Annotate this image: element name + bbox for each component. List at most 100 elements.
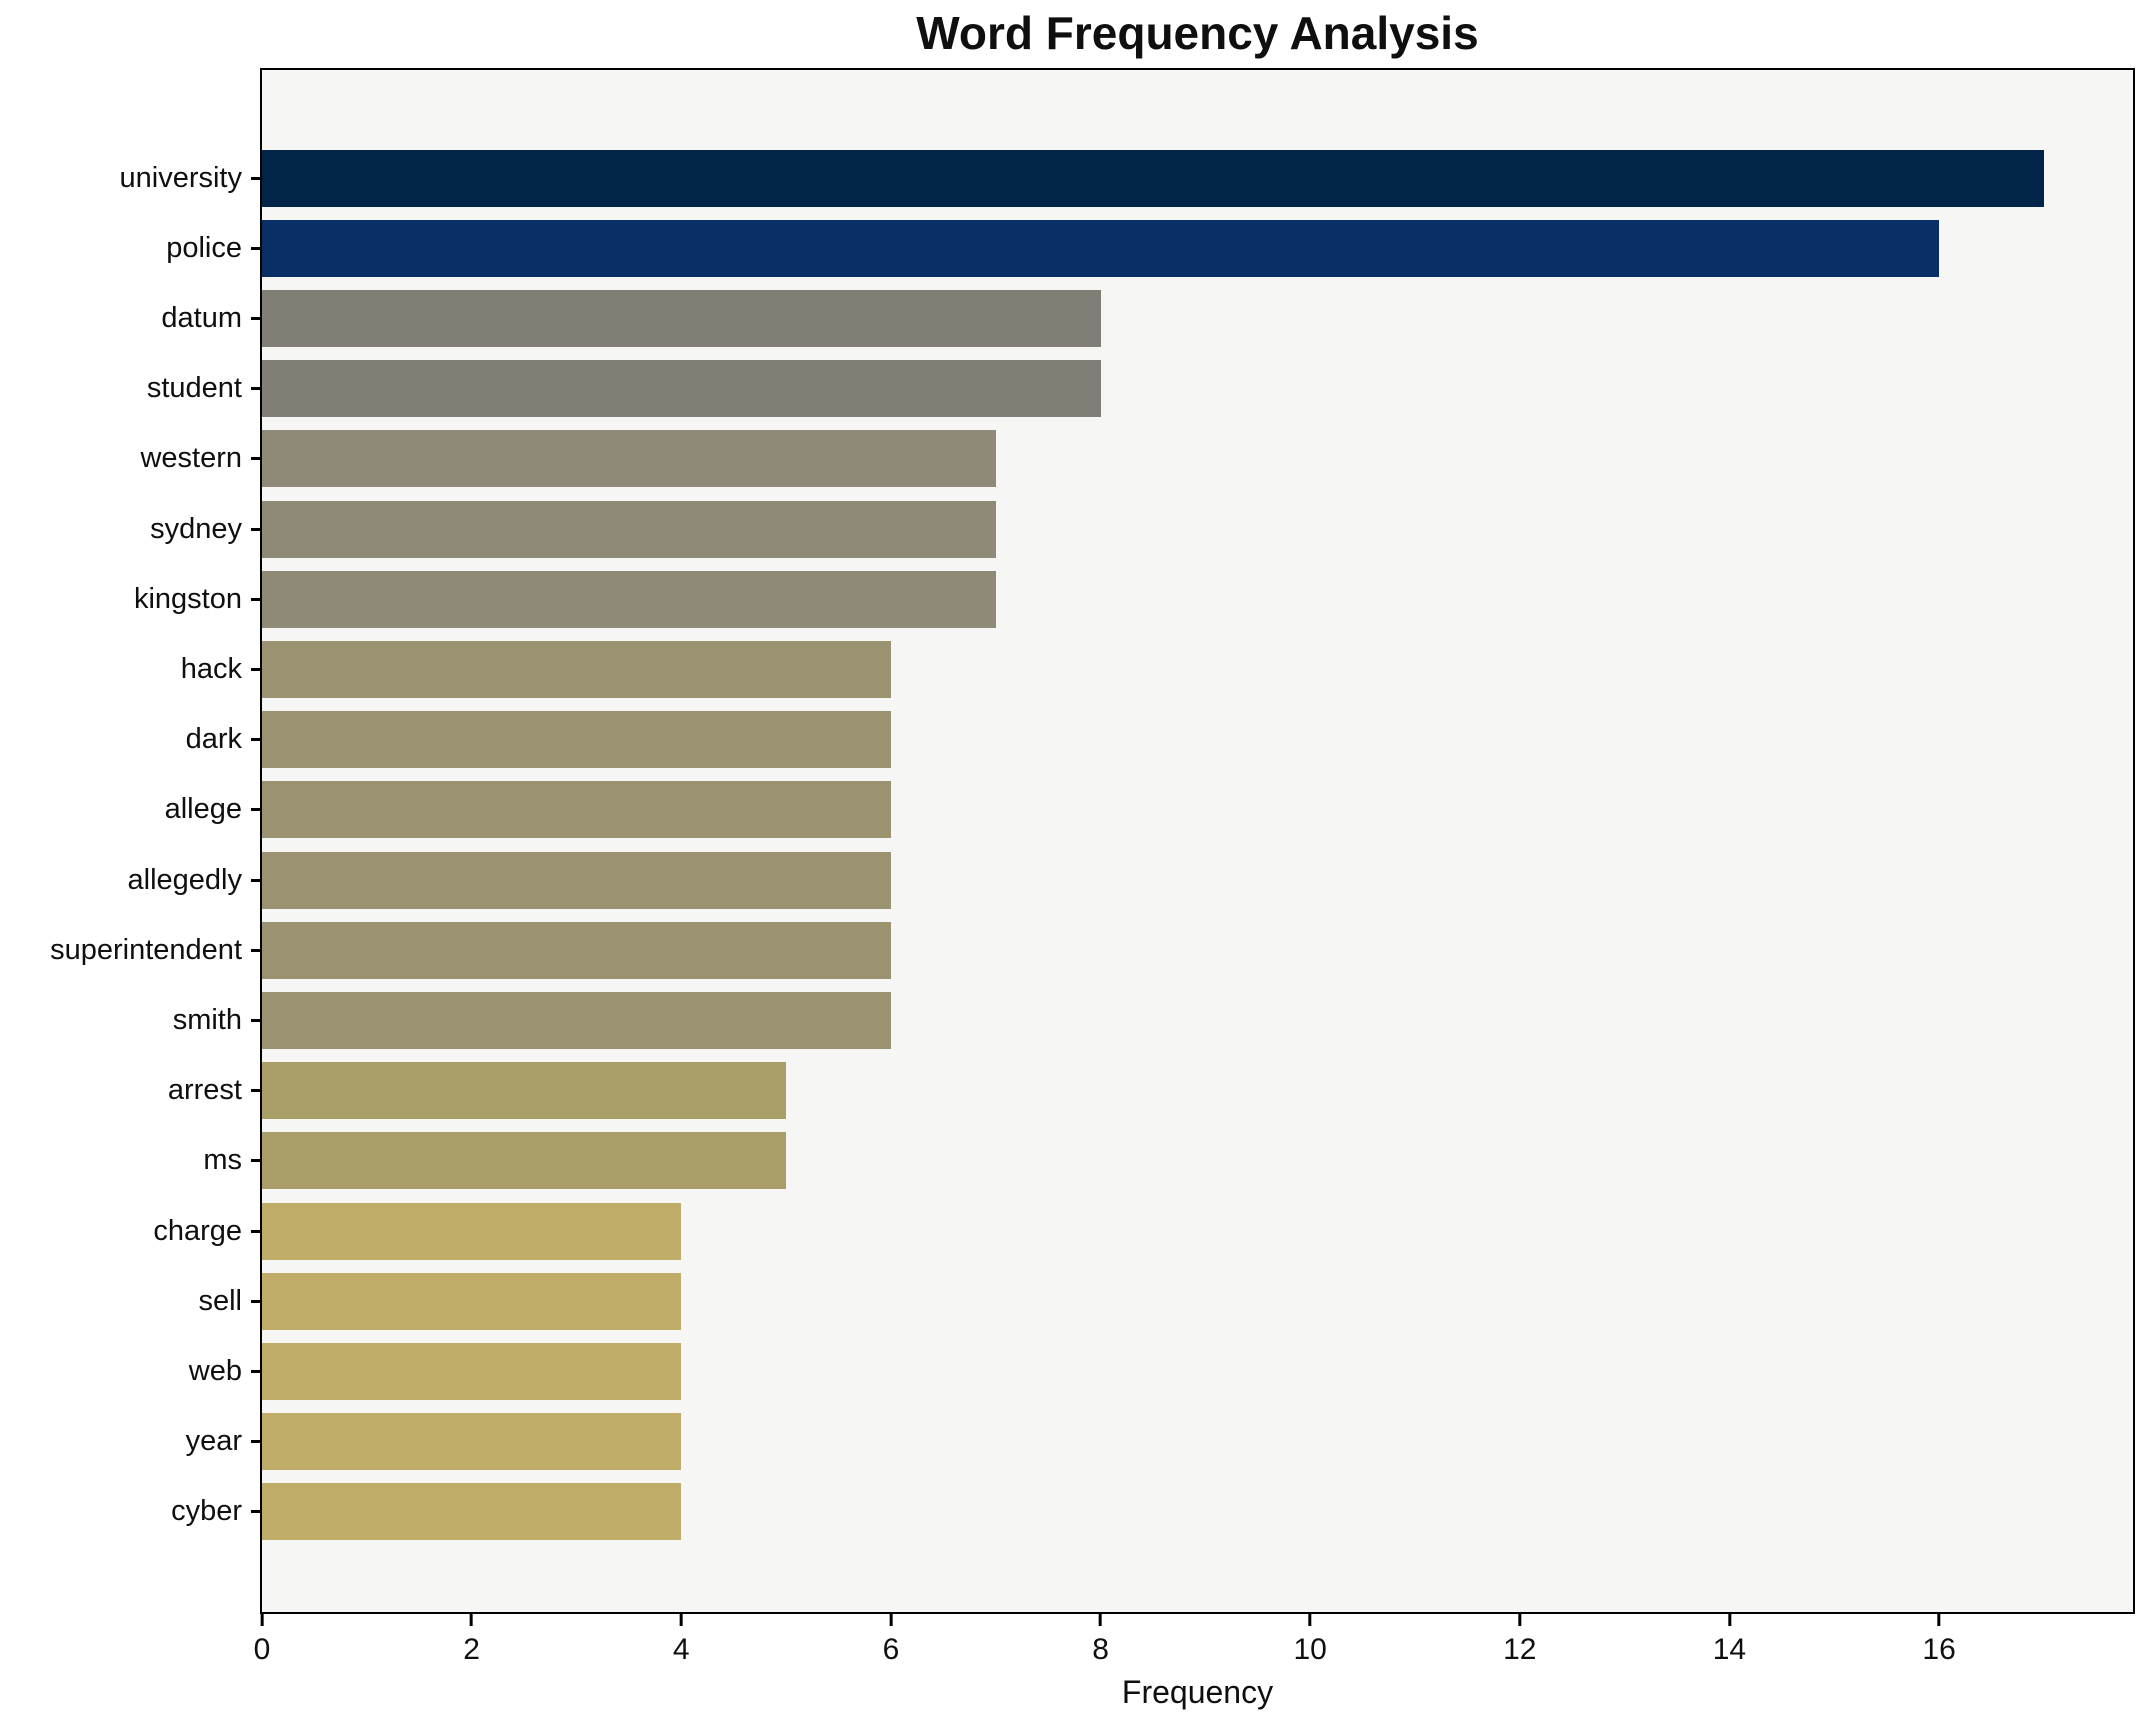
y-tick-row: charge (0, 1196, 260, 1266)
bar-row (262, 1336, 2133, 1406)
x-tick-label: 2 (463, 1633, 480, 1666)
y-tick-label: hack (180, 653, 242, 686)
y-tick-row: dark (0, 705, 260, 775)
x-tick: 8 (1092, 1613, 1109, 1667)
bar-arrest (262, 1062, 787, 1120)
y-tick-row: year (0, 1407, 260, 1477)
bar-dark (262, 711, 891, 769)
y-tick-mark (251, 1299, 260, 1303)
bar-western (262, 430, 996, 488)
y-tick-label: student (146, 372, 242, 405)
y-tick-mark (251, 1019, 260, 1023)
y-tick-label: allege (164, 793, 242, 826)
x-tick: 6 (882, 1613, 900, 1667)
y-tick-mark (251, 597, 260, 601)
y-tick-row: superintendent (0, 915, 260, 985)
x-tick-mark (679, 1613, 683, 1626)
x-tick-label: 6 (882, 1633, 900, 1666)
bar-row (262, 634, 2133, 704)
bar-row (262, 705, 2133, 775)
y-tick-mark (251, 948, 260, 952)
y-tick-mark (251, 738, 260, 742)
bar-row (262, 1477, 2133, 1547)
x-tick-mark (1308, 1613, 1312, 1626)
y-tick-label: sydney (150, 512, 242, 545)
bar-charge (262, 1202, 682, 1260)
bar-university (262, 149, 2044, 207)
bar-kingston (262, 570, 996, 628)
y-tick-label: arrest (167, 1074, 242, 1107)
y-tick-row: allegedly (0, 845, 260, 915)
x-tick-label: 14 (1712, 1633, 1747, 1666)
y-tick-row: datum (0, 283, 260, 353)
y-tick-label: police (166, 231, 242, 264)
bar-row (262, 1266, 2133, 1336)
x-tick-mark (889, 1613, 893, 1626)
y-tick-row: web (0, 1336, 260, 1406)
bar-sydney (262, 500, 996, 558)
chart-title: Word Frequency Analysis (916, 7, 1479, 59)
y-tick-row: student (0, 354, 260, 424)
y-tick-mark (251, 457, 260, 461)
bar-row (262, 1126, 2133, 1196)
bar-row (262, 354, 2133, 424)
y-tick-row: police (0, 213, 260, 283)
x-tick-label: 0 (253, 1633, 271, 1666)
bar-row (262, 1056, 2133, 1126)
y-tick-label: year (185, 1425, 242, 1458)
y-tick-row: allege (0, 775, 260, 845)
bar-hack (262, 641, 891, 699)
x-tick-mark (260, 1613, 264, 1626)
y-tick-label: ms (203, 1144, 242, 1177)
y-tick-label: smith (172, 1004, 242, 1037)
x-tick-label: 8 (1092, 1633, 1109, 1666)
bar-web (262, 1343, 682, 1401)
y-tick-mark (251, 1089, 260, 1093)
bar-cyber (262, 1483, 682, 1541)
x-tick: 16 (1922, 1613, 1956, 1667)
plot-area (260, 68, 2135, 1614)
x-tick-mark (1099, 1613, 1103, 1626)
y-tick-mark (251, 1440, 260, 1444)
bar-row (262, 985, 2133, 1055)
y-tick-row: smith (0, 985, 260, 1055)
y-tick-row: cyber (0, 1477, 260, 1547)
x-tick: 0 (253, 1613, 271, 1667)
x-tick: 4 (673, 1613, 690, 1667)
y-tick-label: superintendent (50, 933, 242, 966)
y-tick-mark (251, 527, 260, 531)
y-tick-label: kingston (133, 582, 242, 615)
y-tick-label: cyber (171, 1495, 242, 1528)
x-tick-mark (1518, 1613, 1522, 1626)
bar-police (262, 219, 1940, 277)
bar-smith (262, 992, 891, 1050)
y-tick-mark (251, 1229, 260, 1233)
bar-row (262, 494, 2133, 564)
y-tick-row: western (0, 424, 260, 494)
bar-row (262, 915, 2133, 985)
y-tick-row: hack (0, 634, 260, 704)
x-tick: 14 (1713, 1613, 1746, 1667)
bar-sell (262, 1272, 682, 1330)
bar-student (262, 360, 1101, 418)
bar-row (262, 213, 2133, 283)
y-tick-row: sell (0, 1266, 260, 1336)
y-tick-label: charge (153, 1214, 242, 1247)
x-axis-ticks: 0 2 4 6 8 10 12 14 16 (254, 1613, 2133, 1703)
bar-row (262, 1407, 2133, 1477)
bar-year (262, 1413, 682, 1471)
x-tick-label: 4 (672, 1633, 690, 1666)
y-tick-mark (251, 317, 260, 320)
y-tick-mark (251, 1159, 260, 1163)
y-tick-label: web (188, 1355, 242, 1388)
bar-row (262, 283, 2133, 353)
y-tick-mark (251, 808, 260, 812)
x-tick: 10 (1293, 1613, 1327, 1667)
bar-row (262, 143, 2133, 213)
x-tick-label: 10 (1293, 1633, 1327, 1666)
bar-superintendent (262, 921, 891, 979)
y-tick-row: ms (0, 1126, 260, 1196)
x-tick-label: 16 (1922, 1633, 1956, 1666)
y-tick-mark (251, 176, 260, 180)
